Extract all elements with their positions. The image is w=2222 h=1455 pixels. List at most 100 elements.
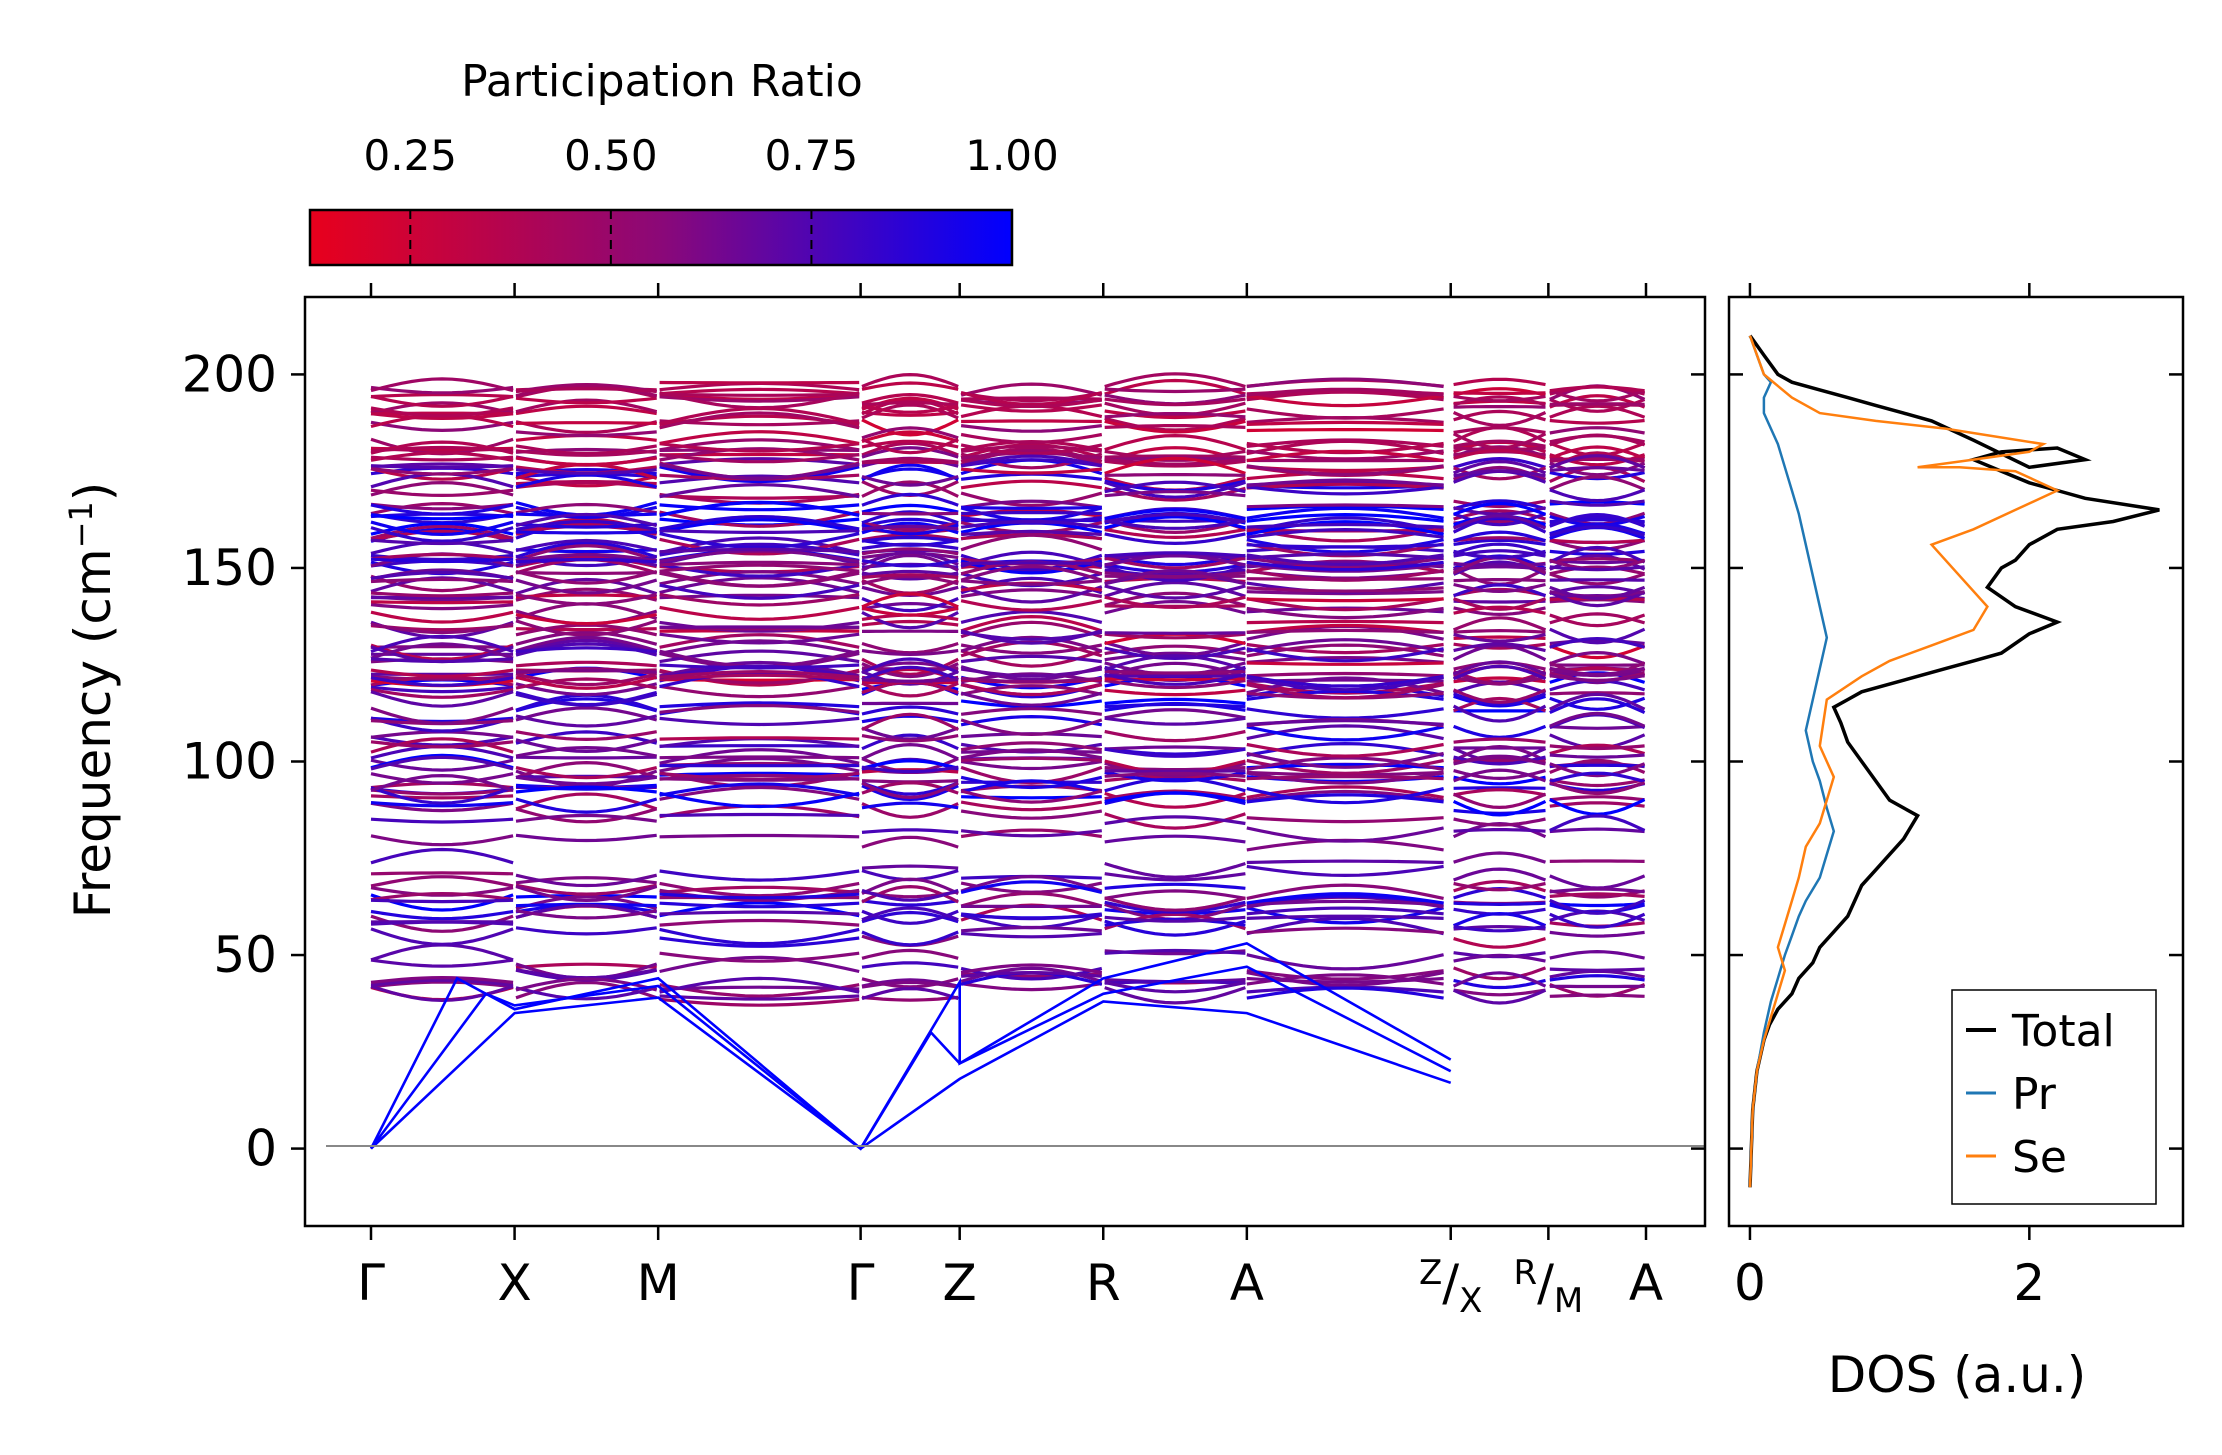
band-segment (960, 691, 1103, 707)
band-segment (515, 449, 657, 457)
band-segment (1104, 632, 1246, 640)
band-segment (515, 571, 657, 575)
band-segment (370, 538, 514, 546)
band-segment (370, 891, 514, 902)
band-segment (1452, 664, 1547, 681)
band-segment (861, 463, 959, 482)
band-segment (1104, 745, 1246, 751)
band-segment (861, 547, 959, 556)
band-segment (1246, 661, 1444, 666)
k-point-label: Γ (357, 1254, 385, 1312)
band-segment (1104, 769, 1246, 773)
band-segment (659, 649, 860, 664)
band-segment (1246, 428, 1444, 433)
band-segment (1453, 937, 1546, 949)
band-segment (1453, 550, 1546, 559)
band-segment (961, 561, 1102, 566)
band-segment (1453, 456, 1546, 469)
band-segment (1246, 552, 1444, 560)
band-segment (1246, 420, 1444, 426)
band-segment (1246, 560, 1444, 572)
band-segment (659, 664, 860, 680)
band-segment (1453, 565, 1546, 571)
band-segment (960, 880, 1103, 894)
legend-label: Pr (2012, 1069, 2057, 1120)
y-axis-label: Frequency (cm−1) (62, 482, 122, 919)
band-segment (370, 675, 514, 681)
band-segment (659, 500, 860, 517)
band-segment (861, 404, 959, 414)
band-segment (515, 926, 657, 936)
band-segment (960, 564, 1103, 582)
band-segment (1453, 867, 1547, 882)
band-segment (961, 419, 1102, 424)
band-segment (861, 535, 959, 543)
acoustic-branch (370, 996, 1452, 1151)
band-segment (1453, 395, 1546, 407)
band-segment (960, 912, 1102, 921)
band-segment (370, 401, 514, 415)
dos-legend: Total Pr Se (1951, 989, 2157, 1205)
band-segment (1453, 817, 1546, 827)
band-segment (370, 455, 514, 462)
band-segment (861, 649, 959, 657)
band-segment (515, 792, 658, 811)
band-segment (1246, 478, 1444, 488)
band-segment (1104, 980, 1246, 994)
band-segment (1453, 448, 1546, 460)
band-segment (1452, 988, 1547, 1005)
band-segment (1104, 791, 1246, 809)
band-segment (370, 958, 514, 968)
band-segment (1549, 744, 1645, 751)
band-segment (659, 442, 860, 453)
band-segment (1549, 499, 1645, 507)
band-segment (861, 986, 959, 1001)
band-segment (1246, 527, 1444, 539)
band-segment (1104, 669, 1246, 675)
band-segment (370, 520, 514, 537)
band-segment (515, 807, 658, 824)
band-segment (1246, 520, 1444, 536)
band-segment (659, 605, 860, 621)
band-segment (659, 994, 860, 1001)
colorbar-tick-label: 1.00 (965, 131, 1059, 180)
band-segment (1104, 915, 1246, 923)
band-segment (1453, 405, 1546, 409)
band-segment (1246, 387, 1444, 397)
band-segment (515, 785, 657, 791)
band-segment (960, 800, 1103, 812)
band-segment (1549, 389, 1646, 403)
band-segment (659, 777, 860, 782)
band-segment (659, 663, 860, 670)
band-segment (1453, 582, 1546, 594)
k-point-label: M (637, 1254, 680, 1312)
band-segment (861, 381, 959, 391)
band-segment (1246, 556, 1444, 569)
band-segment (515, 505, 658, 520)
band-segment (960, 829, 1102, 838)
band-segment (370, 552, 514, 561)
band-segment (861, 403, 959, 420)
band-segment (960, 516, 1102, 525)
band-segment (960, 467, 1102, 475)
band-segment (370, 603, 514, 611)
band-segment (1549, 874, 1646, 890)
band-segment (1549, 434, 1645, 444)
k-point-label: Γ (847, 1254, 875, 1312)
band-segment (1246, 986, 1444, 1000)
band-segment (960, 550, 1103, 568)
band-segment (1104, 508, 1246, 521)
band-segment (1246, 756, 1444, 772)
band-segment (370, 758, 514, 772)
band-segment (1246, 647, 1444, 663)
band-segment (1453, 953, 1546, 963)
band-segment (1104, 631, 1246, 635)
band-segment (515, 986, 658, 1001)
band-segment (659, 755, 860, 760)
band-segment (961, 511, 1102, 516)
band-segment (861, 681, 959, 698)
band-segment (1453, 509, 1546, 521)
band-segment (659, 593, 860, 600)
dos-series-se (1748, 335, 2061, 1188)
